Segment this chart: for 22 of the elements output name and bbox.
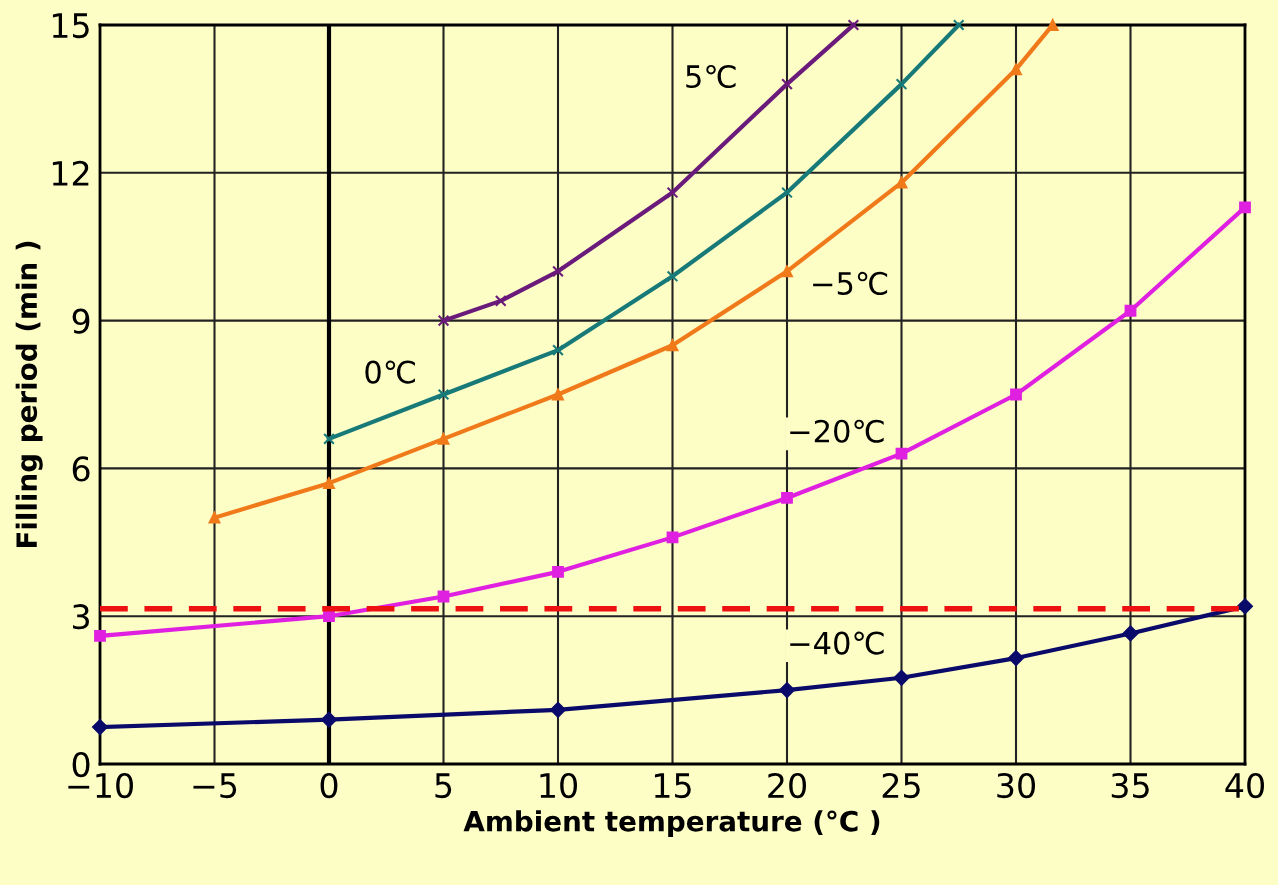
series-label: 5℃ xyxy=(686,64,736,89)
y-tick-label: 9 xyxy=(72,308,90,334)
x-tick-label: 40 xyxy=(1225,772,1264,799)
series-label: −20℃ xyxy=(790,419,884,443)
x-tick-label: 5 xyxy=(435,773,452,799)
series-label: 0℃ xyxy=(365,360,415,384)
y-tick-label: 12 xyxy=(52,160,89,186)
y-tick-label: 15 xyxy=(52,13,89,39)
y-axis-title: Filling period (min ) xyxy=(15,241,43,548)
x-tick-label: −5 xyxy=(193,773,237,799)
x-tick-label: 25 xyxy=(882,772,920,799)
x-tick-label: 20 xyxy=(768,772,806,799)
x-tick-label: 10 xyxy=(540,772,577,799)
series-label: −5℃ xyxy=(813,271,888,295)
x-tick-label: 0 xyxy=(320,772,338,799)
x-tick-label: 30 xyxy=(997,772,1035,799)
x-tick-label: 15 xyxy=(654,773,691,799)
x-tick-label: 35 xyxy=(1111,772,1149,799)
y-tick-label: 6 xyxy=(72,456,90,482)
y-tick-label: 3 xyxy=(73,604,89,630)
x-axis-title: Ambient temperature (°C ) xyxy=(463,810,880,838)
series-label: −40℃ xyxy=(790,631,884,655)
